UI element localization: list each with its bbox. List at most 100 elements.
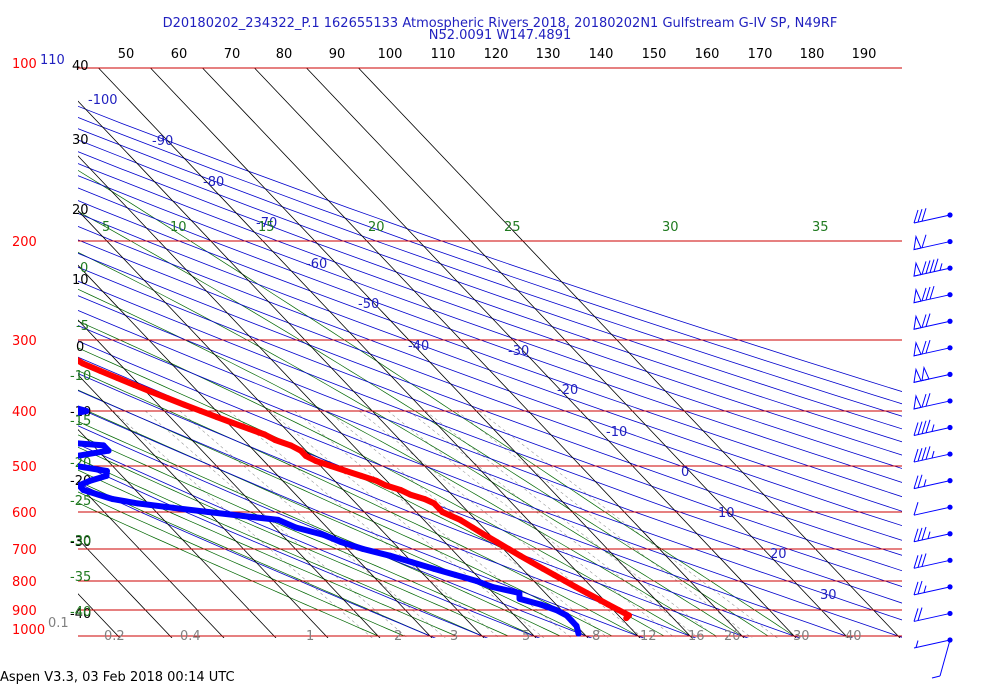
- dewpoint-point: [78, 463, 80, 469]
- mixing-ratio-label: 20: [724, 629, 741, 644]
- dry-adiabat-line: [78, 325, 902, 638]
- dewpoint-point: [337, 539, 344, 545]
- temperature-point: [328, 463, 334, 469]
- dewpoint-point: [473, 578, 480, 584]
- dry-adiabat-line: [78, 252, 902, 556]
- top-axis-label: 140: [589, 47, 614, 62]
- wind-barb: [913, 208, 953, 224]
- dewpoint-point: [36, 353, 42, 359]
- isotherm-label: -40: [70, 607, 91, 622]
- wind-barb-full: [913, 608, 919, 622]
- dry-adiabat-label: -90: [152, 134, 173, 149]
- isotherm-label: 0: [76, 340, 84, 355]
- isotherm-label: 10: [72, 273, 89, 288]
- mixing-ratio-label: 40: [845, 629, 862, 644]
- mixing-ratio-line: [112, 410, 373, 638]
- top-axis-label: 150: [642, 47, 667, 62]
- wind-barb-full: [921, 234, 927, 248]
- isotherm-line: [78, 319, 381, 638]
- wind-barb-full: [913, 475, 919, 489]
- temperature-point: [382, 482, 389, 489]
- wind-barb-full: [913, 448, 919, 463]
- temperature-point: [517, 552, 524, 559]
- wind-barb-full: [917, 580, 923, 595]
- dry-adiabat-label: 30: [820, 588, 837, 603]
- dry-adiabat-line: [78, 340, 854, 638]
- wind-barb-surface-tail: [931, 675, 941, 679]
- dry-adiabat-line: [78, 266, 902, 572]
- wind-barb-pennant: [913, 287, 922, 304]
- temperature-point: [114, 375, 121, 381]
- temperature-stray-point: [65, 197, 71, 203]
- temperature-point: [605, 601, 612, 608]
- dry-adiabat-label: -20: [557, 383, 578, 398]
- dewpoint-point: [63, 458, 69, 464]
- wind-barb-full: [921, 287, 927, 302]
- temperature-point: [164, 395, 171, 402]
- moist-adiabat-label: 5: [102, 220, 110, 235]
- dewpoint-point: [103, 472, 110, 479]
- wind-barb-pennant: [913, 367, 922, 384]
- moist-adiabat-label: 20: [368, 220, 385, 235]
- temperature-point: [481, 531, 488, 538]
- dewpoint-point: [240, 513, 247, 519]
- dry-adiabat-label: -60: [306, 257, 327, 272]
- wind-barb-full: [921, 526, 927, 541]
- top-axis-label: 50: [118, 47, 135, 62]
- dewpoint-point: [409, 559, 416, 566]
- dewpoint-point: [292, 524, 299, 531]
- temperature-point: [583, 590, 590, 596]
- wind-barb-pennant: [913, 261, 922, 277]
- wind-barb-full: [921, 208, 927, 222]
- chart-title-line1: D20180202_234322_P.1 162655133 Atmospher…: [162, 16, 838, 31]
- dry-adiabat-line: [78, 373, 749, 638]
- moist-adiabat-label: -40: [70, 605, 91, 620]
- moist-adiabat-label: -5: [76, 319, 89, 334]
- wind-barb: [913, 526, 953, 543]
- moist-adiabat-label: -30: [70, 534, 91, 549]
- dewpoint-point: [105, 447, 112, 454]
- temperature-point: [397, 487, 404, 493]
- dry-adiabat-line: [78, 407, 645, 638]
- wind-barb-shaft: [913, 612, 951, 622]
- wind-barb-surface-shaft: [939, 639, 951, 677]
- top-axis-label: 70: [224, 47, 241, 62]
- isotherm-label: 40: [72, 59, 89, 74]
- wind-barb-half: [927, 531, 931, 539]
- dry-adiabat-label: 10: [718, 506, 735, 521]
- isotherm-label: 20: [72, 203, 89, 218]
- dewpoint-point: [516, 595, 523, 602]
- wind-barb-half: [923, 585, 927, 593]
- moist-adiabat-line: [78, 347, 665, 637]
- dry-adiabat-line: [78, 105, 902, 393]
- temperature-point: [43, 272, 49, 278]
- pressure-label: 700: [12, 543, 37, 558]
- wind-barb-full: [921, 553, 927, 567]
- temperature-point: [42, 337, 48, 343]
- pressure-label: 300: [12, 334, 37, 349]
- dry-adiabat-line: [78, 139, 902, 430]
- moist-adiabat-line: [78, 211, 769, 637]
- mixing-ratio-label: 8: [592, 629, 600, 644]
- dewpoint-point: [489, 584, 496, 591]
- isotherm-line: [150, 68, 693, 638]
- moist-adiabat-line: [78, 480, 431, 637]
- isotherm-line: [78, 483, 225, 638]
- wind-barb-full: [917, 448, 923, 462]
- dewpoint-point: [80, 487, 87, 493]
- mixing-ratio-label: 0.1: [48, 616, 69, 631]
- wind-barb: [913, 607, 953, 622]
- mixing-ratio-label: 1: [306, 629, 314, 644]
- dewpoint-point: [78, 482, 82, 489]
- mixing-ratio-label: 5: [522, 629, 530, 644]
- dry-adiabat-label: 0: [681, 465, 689, 480]
- wind-barb-pennant: [921, 365, 930, 382]
- wind-barb: [913, 419, 953, 436]
- moist-adiabat-line: [78, 469, 457, 637]
- dewpoint-point: [50, 389, 56, 395]
- wind-barb: [913, 637, 953, 649]
- dewpoint-point: [0, 432, 3, 438]
- temperature-point: [36, 320, 42, 326]
- dewpoint-point: [563, 612, 570, 619]
- dry-adiabat-label: -40: [408, 339, 429, 354]
